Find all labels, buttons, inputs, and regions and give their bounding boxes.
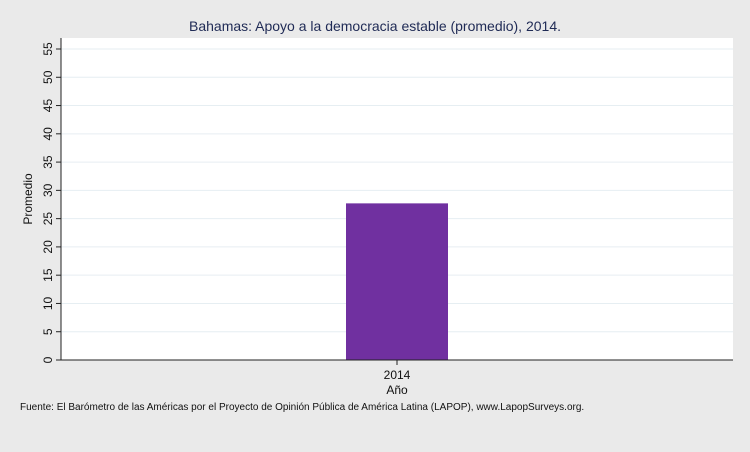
x-tick-label: 2014 — [384, 368, 411, 382]
y-axis-label: Promedio — [21, 173, 35, 225]
y-tick-label: 20 — [41, 240, 55, 254]
x-axis-label: Año — [386, 383, 408, 397]
chart-title: Bahamas: Apoyo a la democracia estable (… — [189, 18, 561, 34]
y-tick-label: 0 — [41, 356, 55, 363]
y-tick-label: 15 — [41, 268, 55, 282]
x-ticks: 2014 — [384, 360, 411, 382]
bars — [346, 203, 448, 360]
y-tick-label: 30 — [41, 183, 55, 197]
bar — [346, 203, 448, 360]
y-tick-label: 55 — [41, 42, 55, 56]
y-tick-label: 10 — [41, 296, 55, 310]
y-tick-label: 25 — [41, 212, 55, 226]
y-ticks: 0 5 10 15 20 25 30 35 40 45 50 55 — [41, 42, 61, 363]
y-tick-label: 50 — [41, 70, 55, 84]
y-tick-label: 45 — [41, 99, 55, 113]
y-tick-label: 40 — [41, 127, 55, 141]
y-tick-label: 35 — [41, 155, 55, 169]
source-note: Fuente: El Barómetro de las Américas por… — [20, 402, 585, 413]
y-tick-label: 5 — [41, 328, 55, 335]
